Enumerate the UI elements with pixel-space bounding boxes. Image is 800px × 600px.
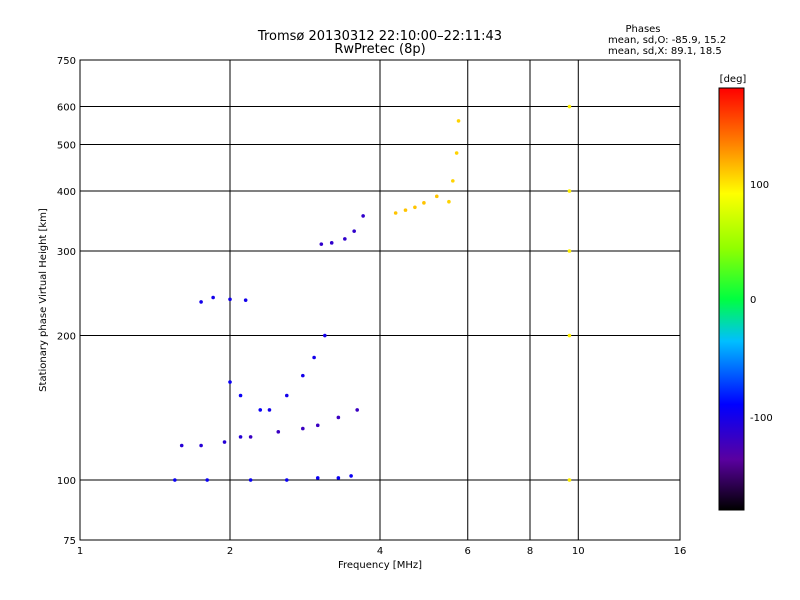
data-point: [336, 476, 341, 480]
data-point: [179, 443, 184, 448]
x-tick-label: 8: [527, 546, 533, 557]
data-point: [567, 333, 572, 338]
y-tick-label: 500: [57, 141, 76, 152]
x-axis-label: Frequency [MHz]: [338, 560, 422, 571]
data-point: [238, 435, 243, 439]
y-tick-label: 600: [57, 103, 76, 114]
data-point: [301, 373, 305, 378]
colorbar-unit: [deg]: [720, 74, 747, 85]
phase-box-heading: Phases: [625, 24, 660, 35]
data-point: [258, 408, 263, 412]
y-tick-label: 75: [63, 536, 76, 547]
colorbar: [718, 87, 745, 511]
y-tick-label: 300: [57, 247, 76, 258]
data-point: [422, 201, 426, 205]
data-point: [284, 393, 289, 398]
data-point: [567, 249, 572, 253]
colorbar-tick-minus-100: -100: [750, 413, 773, 424]
y-tick-label: 400: [57, 187, 76, 198]
chart-title: Tromsø 20130312 22:10:00–22:11:43: [257, 29, 502, 44]
data-point: [211, 295, 215, 300]
data-point: [173, 478, 177, 482]
data-point: [248, 435, 253, 439]
data-point: [454, 151, 459, 155]
data-point: [228, 380, 232, 384]
data-point: [205, 478, 209, 482]
grid-lines: [80, 60, 680, 540]
x-tick-label: 1: [77, 546, 83, 557]
data-point: [567, 189, 572, 193]
y-tick-label: 100: [57, 476, 76, 487]
colorbar-tick-0: 0: [750, 295, 756, 306]
data-point: [315, 423, 320, 428]
data-point: [355, 408, 359, 412]
data-point: [243, 298, 248, 302]
data-point: [349, 474, 353, 478]
y-tick-label: 200: [57, 332, 76, 343]
colorbar-tick-100: 100: [750, 180, 769, 191]
data-point: [451, 179, 455, 183]
data-point: [284, 478, 289, 482]
data-point: [319, 242, 324, 246]
data-point: [199, 300, 203, 304]
y-axis-label: Stationary phase Virtual Height [km]: [38, 208, 49, 392]
data-point: [447, 199, 451, 204]
data-point: [315, 476, 320, 480]
phase-o-stats: mean, sd,O: -85.9, 15.2: [608, 35, 726, 46]
data-point: [361, 214, 365, 218]
axis-ticks: 1 2 4 6 8 10 16 75 100 200 300 400 500 600 750: [57, 56, 686, 557]
y-tick-label: 750: [57, 56, 76, 67]
data-point: [456, 119, 461, 123]
data-point: [248, 478, 253, 482]
plot-frame: [79, 59, 681, 541]
x-tick-label: 2: [227, 546, 233, 557]
data-point: [434, 194, 439, 199]
chart-subtitle: RwPretec (8p): [334, 42, 425, 57]
data-point: [393, 211, 398, 215]
data-point: [343, 237, 347, 241]
phase-x-stats: mean, sd,X: 89.1, 18.5: [608, 46, 722, 57]
data-point: [352, 229, 356, 233]
x-tick-label: 10: [572, 546, 585, 557]
data-point: [222, 440, 227, 444]
x-tick-label: 16: [674, 546, 687, 557]
data-point: [329, 241, 334, 245]
data-point: [228, 297, 232, 302]
x-tick-label: 4: [377, 546, 383, 557]
data-point: [267, 408, 272, 412]
data-point: [567, 478, 572, 482]
data-points: [173, 104, 572, 482]
data-point: [413, 205, 417, 210]
data-point: [238, 393, 243, 398]
data-point: [301, 426, 305, 431]
data-point: [403, 208, 408, 212]
data-point: [336, 415, 341, 420]
data-point: [199, 443, 203, 448]
x-tick-label: 6: [465, 546, 471, 557]
data-point: [323, 333, 327, 338]
data-point: [567, 104, 572, 109]
data-point: [312, 355, 316, 360]
data-point: [276, 430, 281, 434]
